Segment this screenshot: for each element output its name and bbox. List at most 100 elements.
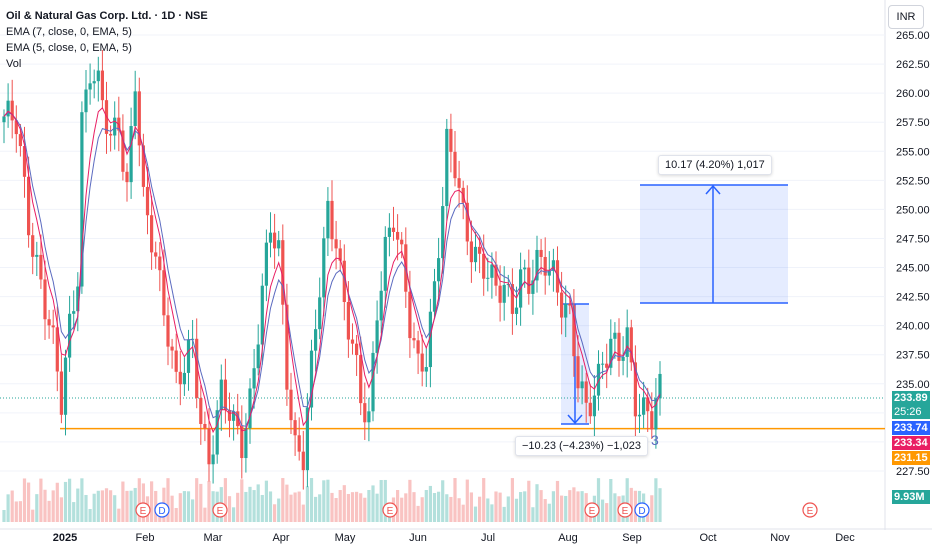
candle-body bbox=[527, 267, 531, 294]
candle-body bbox=[215, 410, 219, 455]
volume-bar bbox=[178, 493, 182, 522]
volume-bar bbox=[445, 494, 449, 522]
dividend-marker bbox=[634, 502, 650, 518]
candle-body bbox=[227, 409, 232, 421]
volume-bar bbox=[355, 491, 359, 522]
volume-bar bbox=[469, 492, 473, 522]
volume-bar bbox=[10, 490, 14, 522]
volume-bar bbox=[396, 490, 400, 522]
ema7-line bbox=[3, 111, 661, 427]
volume-bar bbox=[613, 493, 617, 522]
volume-bar bbox=[330, 492, 334, 522]
volume-bar bbox=[527, 480, 531, 522]
volume-bar bbox=[133, 487, 137, 522]
ema7-tag: 233.74 bbox=[892, 421, 930, 435]
volume-bar bbox=[371, 485, 375, 522]
candle-body bbox=[285, 304, 289, 390]
volume-bar bbox=[166, 478, 170, 522]
volume-bar bbox=[514, 498, 519, 522]
volume-bar bbox=[113, 495, 117, 522]
candle-body bbox=[35, 254, 39, 257]
candle-body bbox=[412, 338, 416, 341]
countdown-tag: 25:26 bbox=[892, 405, 930, 419]
volume-bar bbox=[547, 503, 551, 522]
candle-body bbox=[510, 284, 514, 314]
volume-bar bbox=[605, 503, 609, 522]
candle-body bbox=[268, 232, 273, 243]
candle-body bbox=[182, 372, 186, 385]
candle-body bbox=[125, 171, 129, 183]
candle-body bbox=[375, 320, 379, 353]
x-tick-label: May bbox=[335, 532, 356, 544]
candle-body bbox=[625, 327, 629, 357]
candle-body bbox=[252, 368, 256, 389]
candle-body bbox=[473, 246, 478, 263]
candle-body bbox=[551, 260, 555, 271]
candle-body bbox=[186, 339, 191, 373]
candle-body bbox=[486, 277, 490, 279]
ema5-line bbox=[3, 107, 661, 434]
earnings-marker bbox=[212, 502, 228, 518]
earnings-label: E bbox=[140, 506, 147, 517]
volume-bar bbox=[264, 480, 268, 522]
candle-body bbox=[326, 200, 330, 239]
volume-bar bbox=[519, 492, 523, 522]
last-price-tag: 233.89 bbox=[892, 391, 930, 405]
down-measure-label[interactable]: −10.23 (−4.23%) −1,023 bbox=[515, 436, 648, 456]
candle-body bbox=[330, 200, 334, 240]
volume-bar bbox=[543, 499, 547, 522]
candle-body bbox=[301, 451, 305, 471]
candle-body bbox=[514, 307, 519, 314]
volume-bar bbox=[531, 507, 535, 522]
volume-bar bbox=[39, 478, 43, 522]
x-tick-label: Dec bbox=[835, 532, 855, 544]
earnings-marker bbox=[135, 502, 151, 518]
symbol-title[interactable]: Oil & Natural Gas Corp. Ltd. · 1D · NSE bbox=[6, 10, 208, 22]
candle-body bbox=[322, 238, 326, 298]
candle-body bbox=[621, 356, 625, 361]
volume-bar bbox=[236, 492, 240, 522]
earnings-label: E bbox=[387, 506, 394, 517]
volume-bar bbox=[301, 504, 305, 522]
candle-body bbox=[482, 253, 486, 279]
volume-bar bbox=[363, 497, 367, 522]
candle-body bbox=[248, 388, 252, 429]
ema5-legend[interactable]: EMA (5, close, 0, EMA, 5) bbox=[6, 42, 132, 54]
candle-body bbox=[264, 242, 268, 286]
y-tick-label: 240.00 bbox=[896, 321, 930, 333]
up-measure-label[interactable]: 10.17 (4.20%) 1,017 bbox=[658, 155, 772, 175]
down-arrow-head bbox=[567, 414, 583, 425]
candle-body bbox=[211, 454, 215, 465]
volume-bar bbox=[43, 489, 47, 522]
volume-bar bbox=[486, 498, 490, 522]
volume-bar bbox=[461, 504, 465, 522]
volume-bar bbox=[76, 488, 80, 522]
ema7-legend[interactable]: EMA (7, close, 0, EMA, 5) bbox=[6, 26, 132, 38]
volume-bar bbox=[297, 491, 301, 522]
earnings-label: E bbox=[217, 506, 224, 517]
volume-bar bbox=[92, 493, 96, 522]
volume-legend[interactable]: Vol bbox=[6, 58, 22, 70]
y-tick-label: 235.00 bbox=[896, 379, 930, 391]
candle-body bbox=[88, 83, 92, 90]
candle-body bbox=[560, 292, 564, 318]
volume-bar bbox=[432, 493, 437, 522]
candle-body bbox=[72, 311, 76, 314]
candle-body bbox=[141, 145, 145, 187]
candle-body bbox=[289, 389, 293, 421]
candle-body bbox=[478, 246, 482, 254]
candle-body bbox=[273, 232, 277, 249]
earnings-label: E bbox=[807, 506, 814, 517]
volume-bar bbox=[117, 508, 121, 522]
volume-bar bbox=[150, 481, 154, 522]
candle-body bbox=[244, 428, 248, 459]
candle-body bbox=[14, 120, 18, 135]
candle-body bbox=[609, 338, 613, 368]
x-tick-label: Mar bbox=[204, 532, 223, 544]
volume-bar bbox=[441, 480, 445, 522]
currency-button[interactable]: INR bbox=[888, 5, 924, 29]
y-tick-label: 265.00 bbox=[896, 30, 930, 42]
y-tick-label: 227.50 bbox=[896, 466, 930, 478]
